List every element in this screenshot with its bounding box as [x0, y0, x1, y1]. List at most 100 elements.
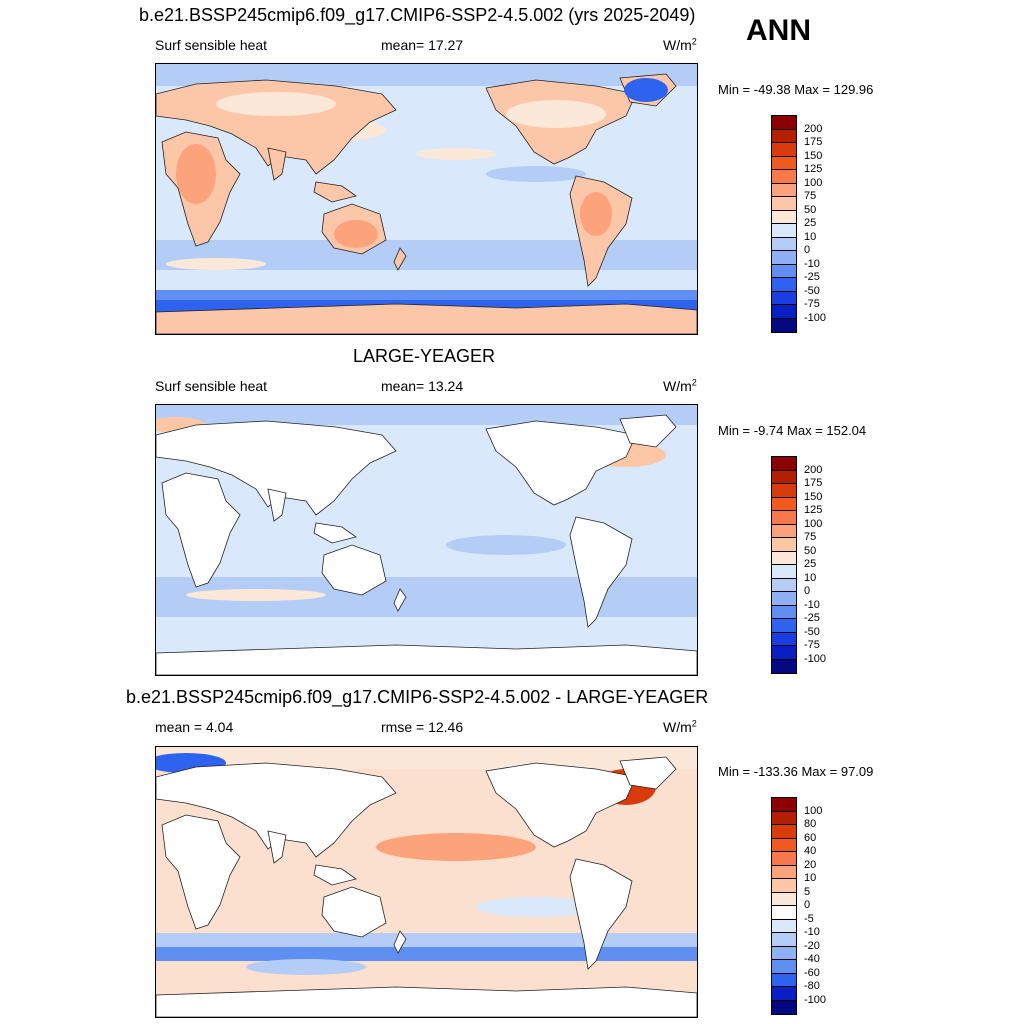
- field-band: [156, 617, 697, 637]
- colorbar-label: 125: [804, 163, 823, 175]
- colorbar-label: 100: [804, 176, 823, 189]
- colorbar-label: -100: [804, 993, 827, 1006]
- colorbar-swatch: [772, 852, 796, 866]
- colorbar-label: 60: [804, 831, 817, 844]
- panel2-units: W/m2: [663, 377, 697, 394]
- colorbar-swatch: [772, 879, 796, 893]
- panel2-minmax: Min = -9.74 Max = 152.04: [718, 423, 867, 438]
- continent-outline: [569, 858, 633, 970]
- colorbar-swatch: [772, 578, 796, 592]
- continent-outline: [313, 181, 357, 203]
- map-canvas: [156, 405, 697, 675]
- continent-outline: [156, 762, 397, 858]
- panel1-mean-label: mean= 17.27: [381, 37, 464, 53]
- colorbar-label: -5: [804, 912, 814, 925]
- colorbar-label: -40: [804, 953, 820, 965]
- colorbar-swatches: [771, 456, 797, 674]
- colorbar-label: 50: [804, 203, 817, 216]
- colorbar-swatch: [772, 960, 796, 974]
- field-band: [156, 290, 697, 300]
- continent-outline: [485, 762, 637, 848]
- continent-outline: [393, 930, 407, 954]
- colorbar-label: -25: [804, 612, 820, 624]
- colorbar-label: 20: [804, 858, 817, 871]
- panel3-colorbar: 100 80 60 40 20 10 5 0 -5 -10 -20 -40 -60 -80 -100: [771, 797, 851, 1017]
- continent-outline: [569, 516, 633, 628]
- field-patch: [416, 148, 496, 160]
- colorbar-label: 80: [804, 818, 817, 830]
- field-band: [156, 947, 697, 961]
- diff-title: b.e21.BSSP245cmip6.f09_g17.CMIP6-SSP2-4.…: [126, 687, 709, 707]
- land-patch: [580, 192, 612, 236]
- land-patch: [624, 78, 668, 102]
- continent-outline: [485, 420, 637, 506]
- map-canvas: [156, 64, 697, 334]
- colorbar-label: 10: [804, 571, 817, 584]
- colorbar-label: -80: [804, 980, 820, 992]
- colorbar-label: 150: [804, 490, 823, 503]
- colorbar-swatch: [772, 592, 796, 606]
- colorbar-swatch: [772, 183, 796, 197]
- colorbar-swatch: [772, 210, 796, 224]
- colorbar-swatch: [772, 224, 796, 238]
- panel3-units: W/m2: [663, 718, 697, 735]
- continent-outline: [156, 644, 697, 675]
- field-patch: [376, 833, 536, 861]
- colorbar-swatch: [772, 538, 796, 552]
- colorbar-label: -75: [804, 298, 820, 310]
- field-patch: [476, 897, 596, 917]
- field-patch: [186, 589, 326, 601]
- colorbar-swatch: [772, 933, 796, 947]
- panel3-mean-label: mean = 4.04: [155, 719, 234, 735]
- continent-outline: [393, 588, 407, 612]
- field-band: [156, 64, 697, 86]
- continent-outline: [267, 488, 287, 522]
- colorbar-swatch: [772, 565, 796, 579]
- panel3-minmax: Min = -133.36 Max = 97.09: [718, 764, 874, 779]
- colorbar-swatch: [772, 116, 796, 130]
- field-patch: [166, 258, 266, 270]
- colorbar-swatch: [772, 619, 796, 633]
- continent-outline: [156, 986, 697, 1017]
- colorbar-label: -25: [804, 271, 820, 283]
- colorbar-swatch: [772, 798, 796, 812]
- colorbar-swatch: [772, 865, 796, 879]
- map-canvas: [156, 747, 697, 1017]
- colorbar-label: 100: [804, 517, 823, 530]
- colorbar-label: -10: [804, 598, 820, 611]
- panel3-map: [155, 746, 698, 1018]
- colorbar-swatch: [772, 143, 796, 157]
- colorbar-label: 0: [804, 899, 811, 911]
- colorbar-label: 5: [804, 885, 811, 898]
- colorbar-swatch: [772, 906, 796, 920]
- colorbar-swatch: [772, 237, 796, 251]
- colorbar-swatch: [772, 305, 796, 319]
- continent-outline: [161, 814, 241, 930]
- colorbar-label: 75: [804, 531, 817, 543]
- land-patch: [506, 100, 606, 128]
- colorbar-label: 200: [804, 122, 823, 135]
- colorbar-label: -50: [804, 625, 820, 638]
- season-label: ANN: [746, 14, 811, 47]
- panel1-map: [155, 63, 698, 335]
- land-patch: [334, 220, 378, 248]
- panel1-variable-label: Surf sensible heat: [155, 37, 268, 53]
- continent-outline: [393, 247, 407, 271]
- colorbar-label: 175: [804, 136, 823, 148]
- panel2-mean-label: mean= 13.24: [381, 378, 464, 394]
- colorbar-swatch: [772, 659, 796, 673]
- field-band: [156, 405, 697, 425]
- colorbar-swatch: [772, 129, 796, 143]
- colorbar-label: -10: [804, 257, 820, 270]
- field-patch: [246, 959, 366, 975]
- colorbar-swatch: [772, 484, 796, 498]
- colorbar-swatch: [772, 457, 796, 471]
- colorbar-label: 10: [804, 872, 817, 884]
- case-title: b.e21.BSSP245cmip6.f09_g17.CMIP6-SSP2-4.…: [139, 5, 696, 25]
- continent-outline: [321, 886, 387, 938]
- continent-outline: [267, 147, 287, 181]
- panel1-units: W/m2: [663, 36, 697, 53]
- colorbar-swatch: [772, 251, 796, 265]
- colorbar-swatch: [772, 811, 796, 825]
- field-band: [156, 961, 697, 991]
